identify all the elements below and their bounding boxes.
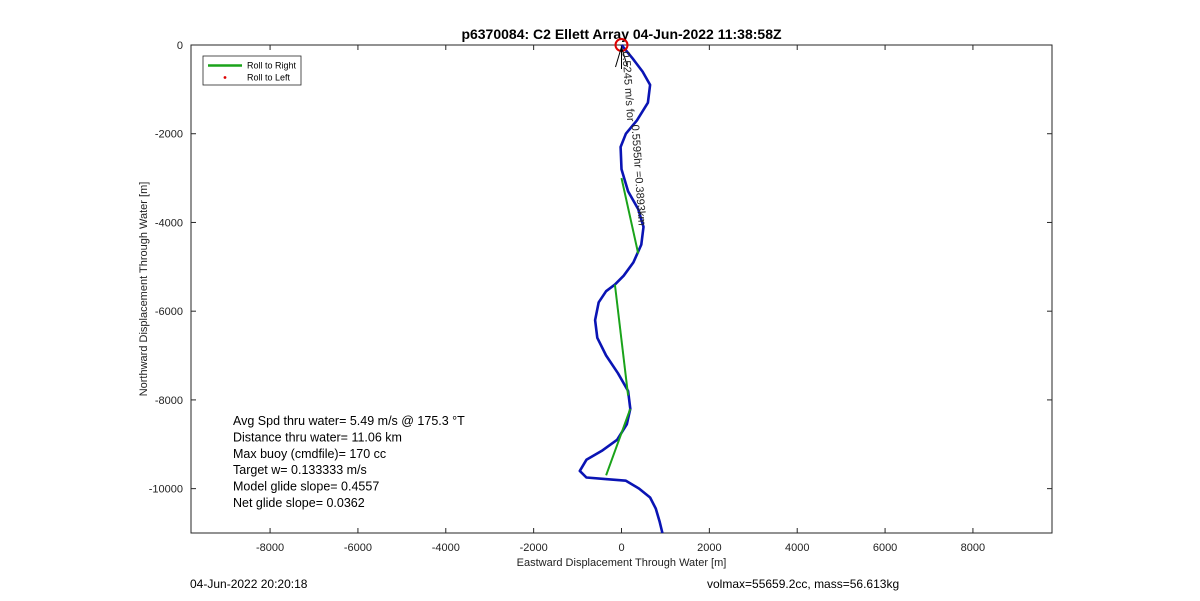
x-tick-label: 8000 — [961, 542, 985, 554]
stat-line: Net glide slope= 0.0362 — [233, 496, 365, 510]
axis-ticks: -8000 -6000 -4000 -2000 0 2000 4000 6000 8000 0 -2… — [149, 40, 1052, 554]
x-axis-label: Eastward Displacement Through Water [m] — [517, 557, 727, 569]
y-tick-label: -10000 — [149, 484, 183, 496]
footer-vol-mass: volmax=55659.2cc, mass=56.613kg — [707, 577, 900, 591]
stat-line: Distance thru water= 11.06 km — [233, 430, 402, 444]
x-tick-label: 2000 — [697, 542, 721, 554]
track-lines — [578, 38, 664, 534]
legend-box — [202, 55, 302, 86]
legend-dot-swatch — [223, 76, 227, 79]
x-tick-label: -4000 — [432, 542, 460, 554]
x-tick-label: -6000 — [344, 542, 372, 554]
dive-track-line — [578, 44, 664, 534]
y-tick-label: -6000 — [155, 306, 183, 318]
roll-right-segment — [620, 177, 640, 254]
roll-right-segment — [605, 408, 632, 476]
roll-right-segment — [613, 284, 630, 396]
legend: Roll to Right Roll to Left — [202, 55, 302, 86]
y-tick-label: -2000 — [155, 129, 183, 141]
y-tick-label: -8000 — [155, 395, 183, 407]
legend-label: Roll to Left — [247, 73, 291, 83]
stat-line: Target w= 0.133333 m/s — [233, 463, 367, 477]
x-tick-label: -8000 — [256, 542, 284, 554]
track-annotation: 0.5245 m/s for — [619, 51, 636, 122]
y-tick-label: 0 — [177, 40, 183, 52]
stat-line: Max buoy (cmdfile)= 170 cc — [233, 447, 386, 461]
stats-text-block: Avg Spd thru water= 5.49 m/s @ 175.3 °T D… — [233, 414, 465, 510]
y-tick-label: -4000 — [155, 217, 183, 229]
y-axis-label: Northward Displacement Through Water [m] — [138, 182, 150, 397]
chart-title: p6370084: C2 Ellett Array 04-Jun-2022 11… — [461, 26, 782, 42]
x-tick-label: 4000 — [785, 542, 809, 554]
x-tick-label: 6000 — [873, 542, 897, 554]
x-tick-label: 0 — [618, 542, 624, 554]
stat-line: Model glide slope= 0.4557 — [233, 480, 379, 494]
footer-timestamp: 04-Jun-2022 20:20:18 — [190, 577, 308, 591]
current-arrow-icon — [615, 45, 628, 69]
legend-label: Roll to Right — [247, 61, 297, 71]
plot-area — [190, 44, 1053, 534]
x-tick-label: -2000 — [520, 542, 548, 554]
stat-line: Avg Spd thru water= 5.49 m/s @ 175.3 °T — [233, 414, 465, 428]
